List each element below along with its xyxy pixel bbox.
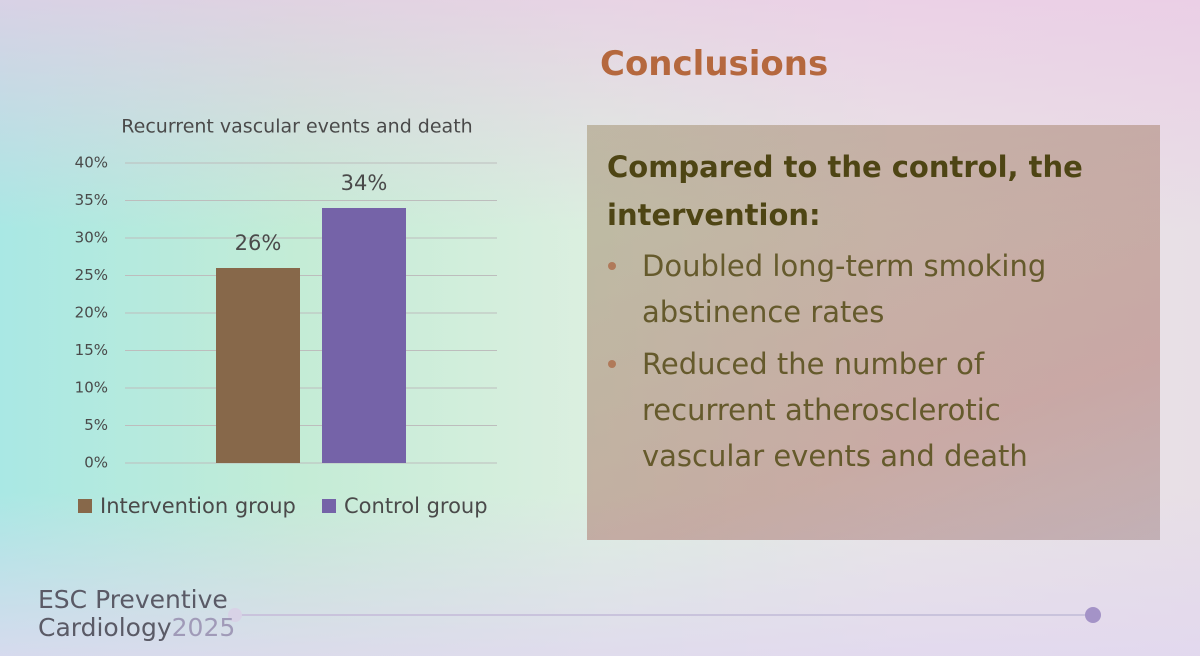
bullet-text: Reduced the number of recurrent atherosc…: [642, 347, 1028, 473]
footer: ESC Preventive Cardiology2025: [38, 586, 235, 642]
bullet: Reduced the number of recurrent atherosc…: [608, 341, 1112, 479]
bullet-dot: [608, 360, 616, 368]
box-heading: Compared to the control, the interventio…: [607, 150, 1083, 232]
bullet-list: Doubled long-term smoking abstinence rat…: [587, 243, 1160, 479]
legend-swatch: [78, 499, 92, 513]
y-tick-label: 0%: [84, 454, 108, 472]
footer-line: ESC Preventive: [38, 585, 228, 614]
value-label: 34%: [341, 171, 388, 195]
legend-label: Intervention group: [100, 494, 296, 518]
y-tick-label: 30%: [75, 229, 108, 247]
conclusion-box: Compared to the control, the interventio…: [587, 125, 1160, 540]
legend-swatch: [322, 499, 336, 513]
slide-title: Conclusions: [600, 44, 829, 84]
bullet-dot: [608, 262, 616, 270]
bar: [216, 268, 300, 463]
footer-dot: [228, 608, 242, 622]
y-tick-label: 25%: [75, 266, 108, 284]
footer-dot: [1085, 607, 1101, 623]
y-tick-label: 20%: [75, 304, 108, 322]
bullet-text: Doubled long-term smoking abstinence rat…: [642, 249, 1047, 329]
footer-line: Cardiology2025: [38, 614, 235, 642]
legend-label: Control group: [344, 494, 488, 518]
y-tick-label: 5%: [84, 416, 108, 434]
bar: [322, 208, 406, 463]
footer-text: Cardiology: [38, 613, 172, 642]
y-tick-label: 15%: [75, 341, 108, 359]
footer-year: 2025: [171, 613, 236, 642]
y-tick-label: 10%: [75, 379, 108, 397]
y-tick-label: 35%: [75, 191, 108, 209]
chart-title: Recurrent vascular events and death: [121, 116, 472, 138]
y-tick-label: 40%: [75, 154, 108, 172]
bullet: Doubled long-term smoking abstinence rat…: [608, 243, 1112, 335]
value-label: 26%: [235, 231, 282, 255]
